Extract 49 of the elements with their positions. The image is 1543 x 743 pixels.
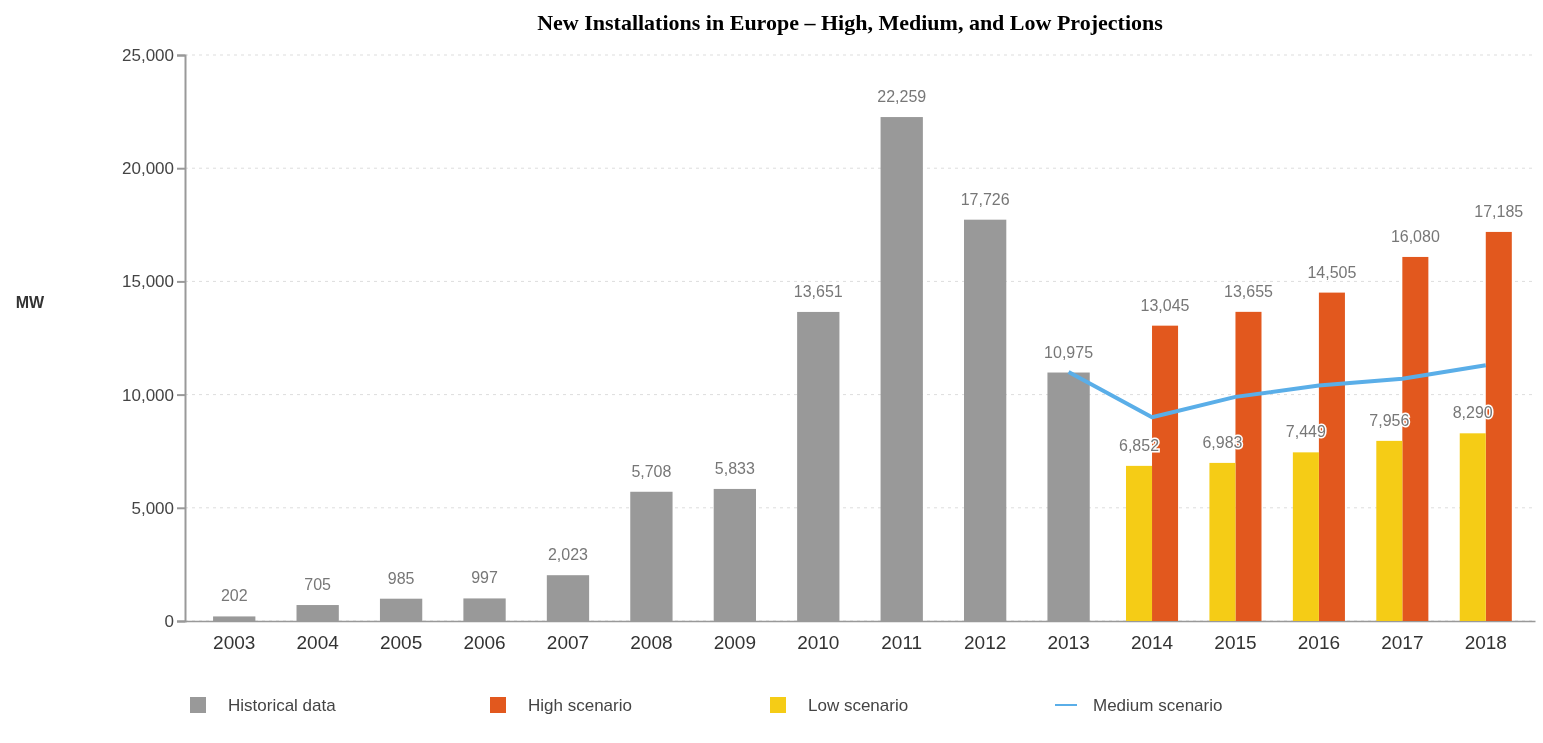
bar	[1292, 452, 1319, 621]
data-label: 985	[387, 569, 415, 587]
data-label: 13,655	[1224, 282, 1274, 300]
x-tick-label: 2017	[1381, 631, 1424, 653]
data-label: 13,651	[793, 282, 843, 300]
bar	[1459, 433, 1486, 621]
x-tick-label: 2014	[1130, 631, 1174, 653]
y-tick-label: 10,000	[122, 385, 174, 405]
x-tick-label: 2013	[1047, 631, 1090, 653]
chart-title: New Installations in Europe – High, Medium, and Low Projections	[537, 10, 1164, 35]
legend-label: Historical data	[228, 696, 337, 715]
data-label: 2,023	[547, 546, 589, 564]
x-tick-label: 2008	[630, 631, 673, 653]
x-tick-label: 2004	[296, 631, 340, 653]
y-tick-label: 25,000	[122, 45, 174, 65]
legend-label: High scenario	[528, 696, 632, 715]
data-label: 22,259	[877, 88, 927, 106]
data-label: 997	[471, 569, 498, 587]
data-label: 14,505	[1307, 263, 1357, 281]
data-label: 10,975	[1044, 343, 1094, 361]
data-label: 17,726	[960, 190, 1010, 208]
x-tick-label: 2010	[797, 631, 840, 653]
data-label: 13,045	[1140, 296, 1190, 314]
y-tick-label: 20,000	[122, 159, 174, 179]
y-tick-label: 15,000	[122, 272, 174, 292]
data-label: 5,833	[714, 459, 755, 477]
data-label: 5,708	[631, 462, 672, 480]
data-label: 17,185	[1474, 202, 1524, 220]
x-tick-label: 2009	[713, 631, 756, 653]
bar	[1376, 440, 1403, 621]
legend-label: Low scenario	[808, 696, 909, 715]
y-axis-title: MW	[15, 294, 46, 311]
x-tick-label: 2003	[213, 631, 256, 653]
data-label: 705	[304, 576, 332, 594]
x-tick-label: 2018	[1464, 631, 1507, 653]
data-label: 16,080	[1390, 227, 1440, 245]
x-tick-label: 2011	[881, 631, 923, 653]
y-tick-label: 0	[164, 611, 174, 631]
data-label: 202	[220, 587, 248, 605]
x-tick-label: 2015	[1214, 631, 1257, 653]
legend-label: Medium scenario	[1093, 696, 1223, 715]
x-tick-label: 2006	[463, 631, 506, 653]
x-tick-label: 2012	[964, 631, 1007, 653]
x-tick-label: 2005	[379, 631, 423, 653]
y-tick-label: 5,000	[131, 498, 174, 518]
bar	[1125, 465, 1153, 621]
x-tick-label: 2016	[1297, 631, 1341, 653]
x-tick-label: 2007	[546, 631, 590, 653]
bar	[1209, 462, 1236, 621]
